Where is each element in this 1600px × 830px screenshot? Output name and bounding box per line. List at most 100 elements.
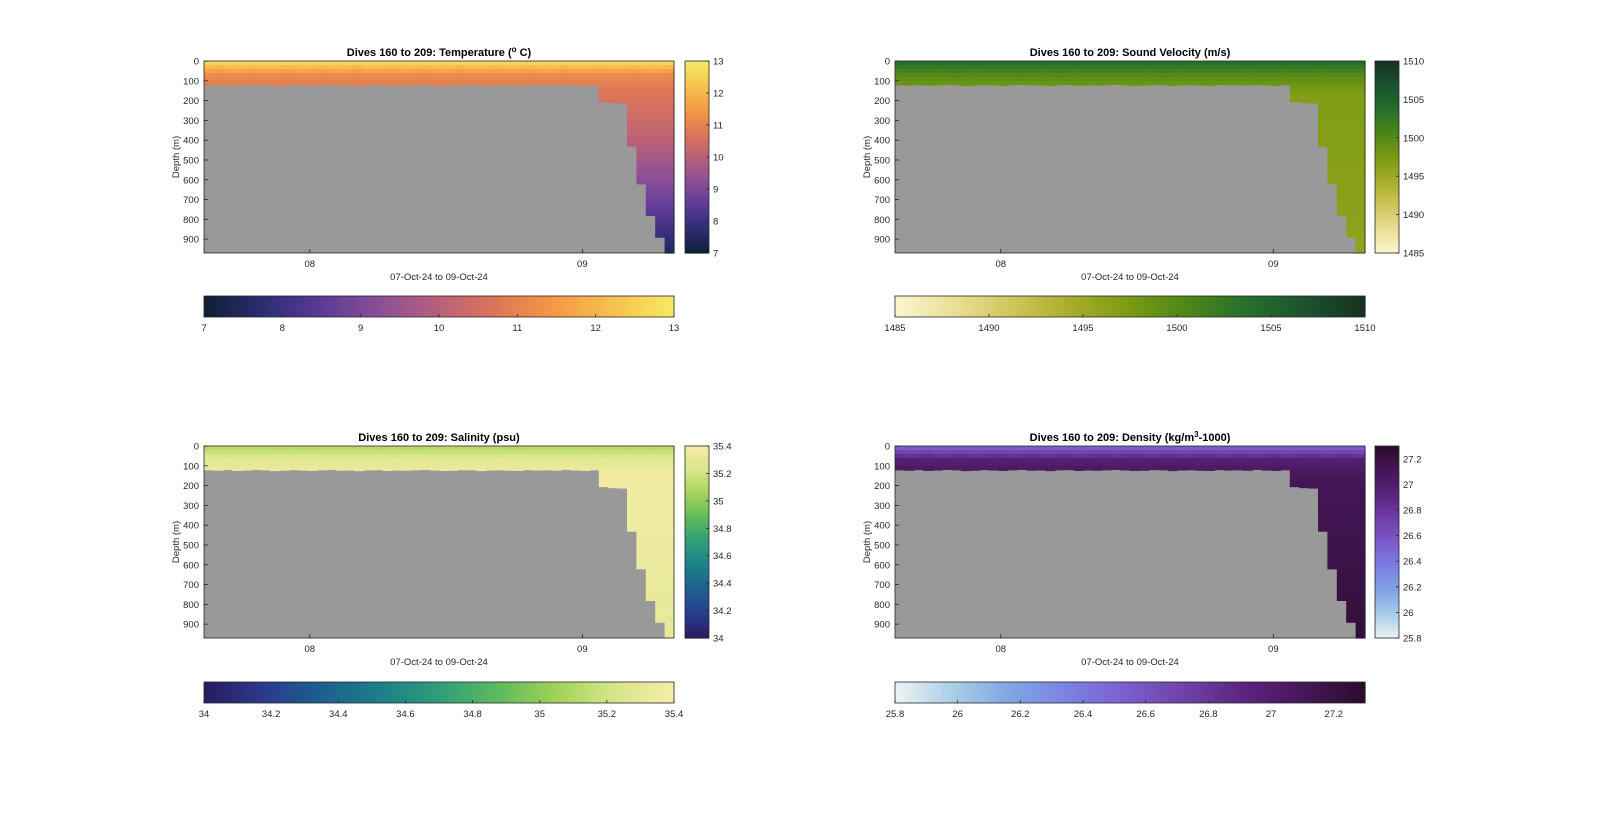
heatmap-cell [617, 61, 628, 66]
heatmap-cell [279, 64, 290, 70]
heatmap-cell [1289, 446, 1300, 451]
heatmap-cell [1346, 584, 1357, 590]
heatmap-cell [1346, 477, 1357, 483]
colorbar-swatch [1106, 682, 1112, 703]
heatmap-cell [486, 461, 496, 467]
colorbar-swatch [1336, 682, 1343, 703]
heatmap-cell [1073, 72, 1084, 78]
colorbar-swatch [467, 682, 473, 703]
heatmap-cell [655, 592, 666, 598]
colorbar-swatch [979, 296, 985, 317]
heatmap-cell [1120, 72, 1131, 78]
heatmap-cell [598, 64, 609, 70]
heatmap-cell [664, 517, 675, 522]
heatmap-cell [222, 453, 233, 459]
heatmap-cell [392, 461, 402, 467]
heatmap-cell [598, 465, 609, 471]
heatmap-cell [664, 116, 675, 121]
heatmap-cell [664, 199, 675, 205]
colorbar-swatch [1332, 296, 1338, 317]
colorbar-swatch [1355, 682, 1361, 703]
colorbar-swatch [500, 296, 506, 317]
heatmap-cell [533, 80, 543, 86]
heatmap-cell [655, 203, 666, 209]
heatmap-cell [570, 465, 581, 471]
heatmap-cell [645, 453, 656, 459]
colorbar-swatch [622, 682, 628, 703]
heatmap-cell [429, 61, 440, 66]
colorbar-swatch [518, 682, 525, 703]
colorbar-swatch [321, 682, 327, 703]
colorbar-tick-label: 10 [713, 153, 724, 164]
colorbar-swatch [335, 296, 341, 317]
heatmap-cell [636, 501, 647, 506]
heatmap-cell [1036, 80, 1046, 86]
heatmap-cell [298, 449, 308, 455]
heatmap-cell [401, 64, 412, 70]
heatmap-cell [326, 68, 337, 74]
colorbar-swatch [204, 296, 210, 317]
heatmap-cell [429, 457, 440, 463]
heatmap-cell [1224, 61, 1234, 66]
heatmap-cell [627, 140, 637, 145]
heatmap-cell [504, 76, 515, 82]
heatmap-cell [1308, 64, 1319, 70]
heatmap-cell [989, 68, 999, 74]
heatmap-cell [655, 453, 666, 459]
colorbar-swatch [685, 150, 709, 155]
heatmap-cell [645, 132, 656, 137]
heatmap-cell [1054, 68, 1065, 74]
colorbar-swatch [1375, 449, 1399, 453]
heatmap-cell [288, 61, 299, 66]
heatmap-cell [1336, 183, 1347, 189]
colorbar-swatch [232, 296, 238, 317]
colorbar-swatch [685, 519, 709, 524]
heatmap-cell [1092, 61, 1103, 66]
axes-frame [203, 60, 675, 254]
heatmap-cell [655, 548, 666, 554]
heatmap-cell [636, 469, 647, 475]
heatmap-cell [645, 568, 656, 574]
heatmap-cell [636, 477, 647, 483]
colorbar-swatch [1162, 682, 1169, 703]
heatmap-cell [345, 80, 355, 86]
heatmap-cell [561, 76, 572, 82]
heatmap-cell [998, 446, 1009, 451]
heatmap-cell [998, 76, 1009, 82]
heatmap-cell [1336, 465, 1347, 471]
heatmap-cell [645, 108, 656, 114]
colorbar-swatch [542, 296, 548, 317]
heatmap-cell [1261, 84, 1272, 86]
heatmap-cell [335, 68, 346, 74]
heatmap-cell [655, 219, 666, 224]
y-tick-label: 0 [194, 442, 199, 453]
heatmap-cell [1054, 465, 1065, 471]
heatmap-cell [664, 239, 675, 244]
colorbar-swatch [927, 296, 934, 317]
heatmap-cell [279, 72, 290, 78]
heatmap-cell [664, 537, 675, 542]
heatmap-cell [298, 453, 308, 459]
heatmap-cell [401, 72, 412, 78]
colorbar-swatch [1375, 593, 1399, 597]
heatmap-cell [1224, 64, 1234, 70]
colorbar-tick-label: 8 [280, 323, 285, 334]
colorbar-swatch [1375, 240, 1399, 244]
heatmap-cell [1064, 461, 1075, 467]
x-tick-label: 09 [577, 259, 588, 270]
colorbar-swatch [1186, 296, 1192, 317]
heatmap-cell [401, 84, 412, 86]
heatmap-cell [636, 564, 647, 570]
heatmap-mask-background [204, 446, 674, 638]
heatmap-cell [1271, 80, 1281, 86]
colorbar-swatch [685, 205, 709, 209]
heatmap-cell [1308, 473, 1319, 479]
colorbar-swatch [1299, 682, 1305, 703]
heatmap-cell [504, 465, 515, 471]
colorbar-swatch [1181, 296, 1187, 317]
heatmap-cell [232, 453, 243, 459]
heatmap-cell [382, 61, 393, 66]
heatmap-cell [1195, 449, 1206, 455]
heatmap-cell [1336, 128, 1347, 133]
